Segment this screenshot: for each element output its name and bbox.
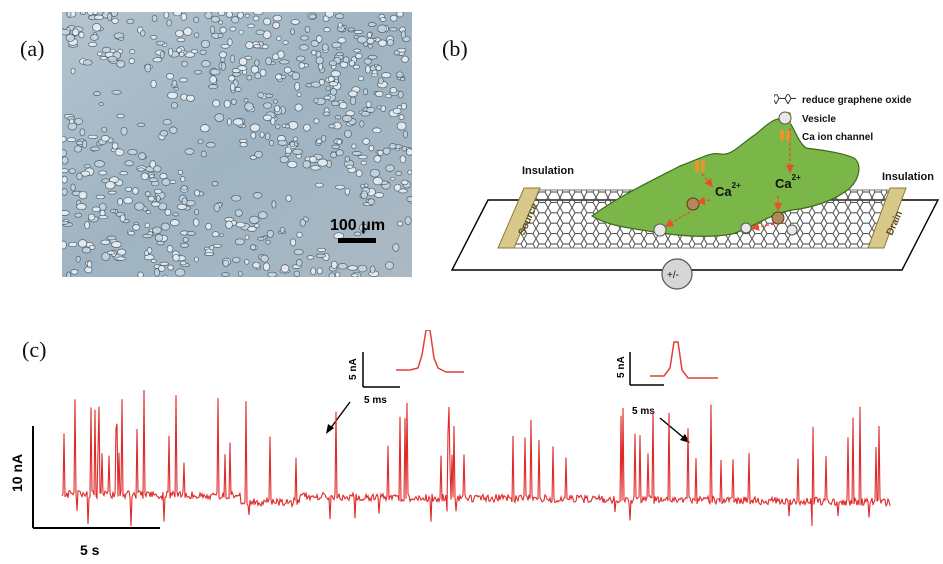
panel-b-label: (b): [442, 36, 468, 61]
scale-bar-label: 100 μm: [330, 217, 385, 234]
legend-vesicle: Vesicle: [802, 114, 836, 125]
panel-c-label: (c): [22, 337, 47, 362]
ca-channel-icon: [780, 130, 790, 141]
legend-ca-channel: Ca ion channel: [802, 132, 873, 143]
vesicle-icon: [740, 222, 752, 234]
inset2-y-scale: 5 nA: [616, 356, 627, 378]
cell-body: [590, 117, 860, 237]
vesicle-icon: [653, 223, 667, 237]
inset1-pointer: [329, 401, 351, 430]
graphene-swatch-icon: [774, 94, 796, 104]
inset1-x-scale: 5 ms: [364, 395, 387, 406]
inset2-x-scale: 5 ms: [632, 406, 655, 417]
panel-a-label: (a): [20, 36, 45, 61]
inset2-spike: [650, 341, 718, 379]
current-trace-figure: 10 nA 5 s 5 nA 5 ms 5 nA 5 ms: [9, 330, 891, 558]
ca-ion-label-left: Ca2+: [715, 181, 741, 199]
device-schematic: Source Drain Ca2+ Ca2+ Insulation Insula…: [450, 94, 940, 290]
cell-micrograph: 100 μm: [62, 12, 412, 277]
legend: reduce graphene oxide Vesicle Ca ion cha…: [774, 94, 912, 143]
insulation-label-right: Insulation: [882, 171, 934, 183]
scale-bar: [338, 238, 376, 243]
inset1-y-scale: 5 nA: [348, 358, 359, 380]
bias-source: [661, 258, 693, 290]
source-electrode: [497, 187, 541, 249]
ca-channel-icon: [695, 160, 705, 172]
ca-ion-label-right: Ca2+: [775, 173, 801, 191]
current-trace: [61, 389, 891, 527]
x-scale-label: 5 s: [80, 542, 100, 558]
bias-label: +/-: [667, 270, 679, 281]
vesicle-icon: [686, 197, 700, 211]
y-scale-label: 10 nA: [9, 454, 25, 492]
inset1-spike: [396, 330, 464, 373]
vesicle-icon: [786, 224, 798, 236]
drain-electrode: [867, 187, 907, 249]
inset2-pointer: [659, 417, 685, 439]
legend-graphene: reduce graphene oxide: [802, 95, 912, 106]
vesicle-icon: [771, 211, 785, 225]
insulation-label-left: Insulation: [522, 165, 574, 177]
vesicle-icon: [778, 111, 792, 125]
